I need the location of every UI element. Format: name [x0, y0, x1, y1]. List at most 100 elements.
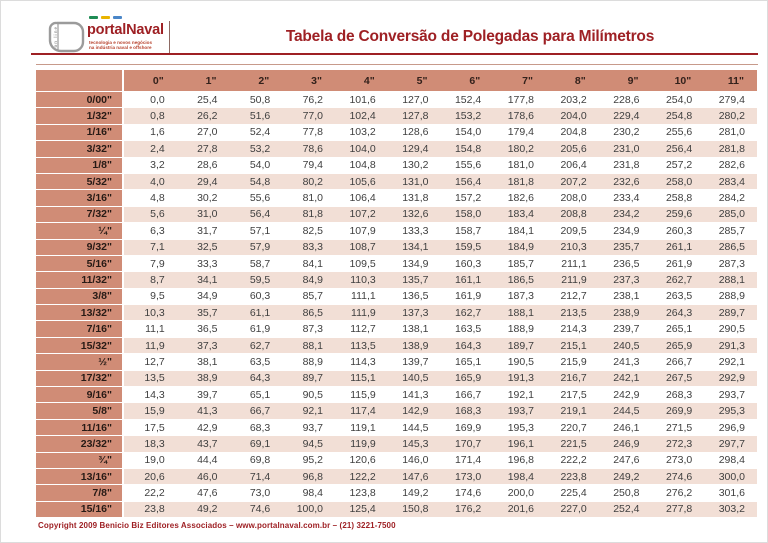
table-cell: 46,0	[176, 468, 230, 485]
table-cell: 293,7	[704, 387, 757, 403]
table-cell: 119,9	[335, 436, 388, 452]
table-cell: 292,1	[704, 354, 757, 370]
table-cell: 157,2	[440, 190, 494, 206]
table-cell: 11,1	[124, 321, 177, 337]
row-header: 7/8"	[36, 485, 124, 501]
table-cell: 27,8	[176, 141, 230, 157]
table-cell: 204,8	[546, 124, 599, 141]
table-cell: 237,3	[598, 272, 652, 288]
table-cell: 195,3	[493, 419, 546, 436]
table-cell: 236,5	[598, 255, 652, 272]
table-cell: 137,3	[387, 305, 441, 321]
table-cell: 196,1	[493, 436, 546, 452]
table-cell: 154,0	[440, 124, 494, 141]
table-cell: 238,1	[598, 288, 652, 305]
table-cell: 233,4	[598, 190, 652, 206]
table-cell: 291,3	[704, 337, 757, 354]
table-cell: 14,3	[124, 387, 177, 403]
table-cell: 188,1	[493, 305, 546, 321]
table-cell: 234,9	[598, 223, 652, 239]
column-header: 0"	[124, 70, 177, 91]
table-cell: 286,5	[704, 239, 757, 255]
table-cell: 54,0	[229, 157, 283, 173]
column-header: 5"	[387, 70, 441, 91]
table-cell: 88,1	[282, 337, 335, 354]
table-cell: 165,1	[440, 354, 494, 370]
table-cell: 114,3	[335, 354, 388, 370]
table-cell: 155,6	[440, 157, 494, 173]
table-cell: 255,6	[651, 124, 705, 141]
table-cell: 44,4	[176, 452, 230, 468]
row-header: 5/32"	[36, 173, 124, 190]
table-cell: 242,1	[598, 370, 652, 387]
table-cell: 292,9	[704, 370, 757, 387]
row-header: 5/8"	[36, 403, 124, 419]
table-cell: 161,9	[440, 288, 494, 305]
table-cell: 6,3	[124, 223, 177, 239]
table-cell: 11,9	[124, 337, 177, 354]
row-header: 23/32"	[36, 436, 124, 452]
table-cell: 33,3	[176, 255, 230, 272]
table-cell: 34,1	[176, 272, 230, 288]
table-cell: 84,9	[282, 272, 335, 288]
table-cell: 88,9	[282, 354, 335, 370]
table-cell: 238,9	[598, 305, 652, 321]
table-cell: 152,4	[440, 92, 494, 108]
table-cell: 279,4	[704, 92, 757, 108]
table-cell: 154,8	[440, 141, 494, 157]
table-cell: 98,4	[282, 485, 335, 501]
table-cell: 66,7	[229, 403, 283, 419]
table-cell: 244,5	[598, 403, 652, 419]
table-cell: 179,4	[493, 124, 546, 141]
table-cell: 140,5	[387, 370, 441, 387]
table-cell: 217,5	[546, 387, 599, 403]
table-cell: 264,3	[651, 305, 705, 321]
table-cell: 128,6	[387, 124, 441, 141]
table-cell: 90,5	[282, 387, 335, 403]
table-cell: 216,7	[546, 370, 599, 387]
table-cell: 122,2	[335, 468, 388, 485]
table-cell: 191,3	[493, 370, 546, 387]
table-cell: 115,1	[335, 370, 388, 387]
table-cell: 59,5	[229, 272, 283, 288]
table-cell: 105,6	[335, 173, 388, 190]
yellow-dash-icon	[101, 16, 110, 19]
table-cell: 180,2	[493, 141, 546, 157]
row-header: 9/32"	[36, 239, 124, 255]
table-cell: 206,4	[546, 157, 599, 173]
table-cell: 256,4	[651, 141, 705, 157]
table-cell: 49,2	[176, 501, 230, 518]
table-cell: 10,3	[124, 305, 177, 321]
table-cell: 0,8	[124, 108, 177, 124]
table-cell: 125,4	[335, 501, 388, 518]
table-cell: 41,3	[176, 403, 230, 419]
table-cell: 204,0	[546, 108, 599, 124]
table-cell: 26,2	[176, 108, 230, 124]
header-rule	[36, 64, 758, 65]
table-cell: 76,2	[282, 92, 335, 108]
tagline-line-2: na indústria naval e offshore	[89, 45, 152, 51]
brand-text: portalNaval	[87, 22, 164, 38]
title-rule	[31, 53, 758, 55]
table-cell: 56,4	[229, 206, 283, 223]
row-header: 1/32"	[36, 108, 124, 124]
table-cell: 285,0	[704, 206, 757, 223]
table-cell: 58,7	[229, 255, 283, 272]
table-cell: 160,3	[440, 255, 494, 272]
table-cell: 108,7	[335, 239, 388, 255]
table-cell: 144,5	[387, 419, 441, 436]
table-cell: 120,6	[335, 452, 388, 468]
table-cell: 80,2	[282, 173, 335, 190]
row-header: 13/16"	[36, 468, 124, 485]
table-cell: 281,0	[704, 124, 757, 141]
table-cell: 169,9	[440, 419, 494, 436]
table-cell: 134,1	[387, 239, 441, 255]
table-cell: 123,8	[335, 485, 388, 501]
footer-copyright: Copyright 2009 Benicio Biz Editores Asso…	[38, 521, 396, 530]
table-cell: 147,6	[387, 468, 441, 485]
table-cell: 71,4	[229, 468, 283, 485]
table-cell: 65,1	[229, 387, 283, 403]
table-cell: 158,7	[440, 223, 494, 239]
table-cell: 110,3	[335, 272, 388, 288]
table-cell: 186,5	[493, 272, 546, 288]
